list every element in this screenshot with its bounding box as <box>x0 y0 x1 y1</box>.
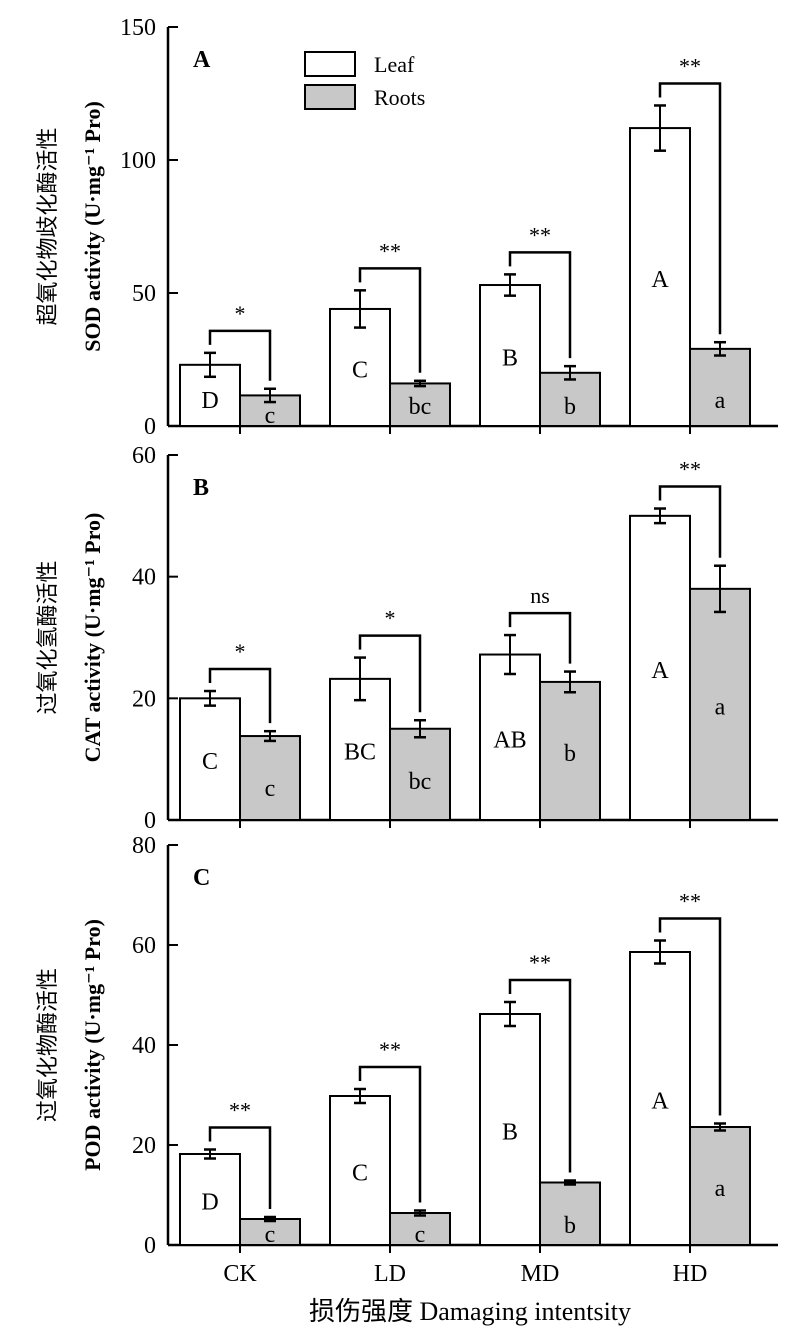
panel-a-y-tick-label: 0 <box>144 414 156 440</box>
panel-b-y-label-en: CAT activity (U·mg⁻¹ Pro) <box>80 513 105 763</box>
panel-a-y-tick-label: 150 <box>120 15 156 41</box>
panel-c-bar-letter-roots: c <box>265 1222 276 1248</box>
legend-swatch-leaf <box>304 51 356 77</box>
panel-c-y-tick-label: 40 <box>132 1033 156 1059</box>
panel-a-bar-letter-leaf: C <box>352 357 368 383</box>
panel-a-bar-letter-leaf: D <box>201 388 218 414</box>
panel-a-y-label-en: SOD activity (U·mg⁻¹ Pro) <box>80 101 105 352</box>
panel-b-significance-label: * <box>235 639 246 664</box>
panel-b-y-tick-label: 20 <box>132 686 156 712</box>
panel-b-bar-roots <box>239 735 301 821</box>
panel-c-bar-letter-leaf: A <box>651 1089 669 1115</box>
panel-a-significance-bracket <box>658 82 722 335</box>
panel-a-y-tick-label: 50 <box>132 281 156 307</box>
panel-c-y-label-cn: 过氧化物酶活性 <box>35 968 60 1122</box>
panel-b-bar-leaf <box>479 653 541 821</box>
legend-label-roots: Roots <box>374 85 425 110</box>
panel-c-significance-bracket <box>358 1065 422 1203</box>
x-axis-label: 损伤强度 Damaging intentsity <box>309 1297 631 1326</box>
panel-a-bar-letter-leaf: B <box>502 346 518 372</box>
panel-a-bar-letter-roots: bc <box>409 394 432 420</box>
panel-b-bar-letter-roots: c <box>265 776 276 802</box>
panel-b-significance-bracket <box>658 485 722 558</box>
panel-b-bar-letter-leaf: AB <box>493 727 526 753</box>
panel-b-significance-label: * <box>385 606 396 631</box>
panel-c-bar-letter-roots: b <box>564 1213 576 1239</box>
panel-c-significance-bracket <box>508 978 572 1173</box>
panel-b-y-tick-label: 40 <box>132 565 156 591</box>
panel-a-bar-roots <box>539 371 601 427</box>
panel-c-bar-roots <box>239 1218 301 1246</box>
panel-b-y-label-cn: 过氧化氢酶活性 <box>35 560 60 714</box>
panel-c-y-tick-label: 20 <box>132 1133 156 1159</box>
panel-a-bar-letter-roots: a <box>715 388 726 414</box>
panel-c-significance-label: ** <box>529 950 551 975</box>
x-tick-label: HD <box>673 1261 708 1287</box>
panel-c-significance-bracket <box>208 1126 272 1209</box>
panel-c-panel-letter: C <box>193 865 210 891</box>
panel-b-bar-letter-leaf: BC <box>344 739 376 765</box>
panel-c-bar-letter-leaf: D <box>201 1190 218 1216</box>
panel-b-significance-bracket <box>508 611 572 664</box>
panel-a-significance-label: ** <box>379 238 401 263</box>
panel-a-bar-leaf <box>629 127 691 428</box>
panel-b-bar-letter-roots: b <box>564 741 576 767</box>
panel-b-panel-letter: B <box>193 475 209 501</box>
panel-b-significance-label: ** <box>679 457 701 482</box>
panel-a-significance-bracket <box>208 329 272 381</box>
panel-c-bar-leaf <box>179 1153 241 1246</box>
panel-b-bar-letter-leaf: A <box>651 658 669 684</box>
panel-b-bar-letter-roots: bc <box>409 769 432 795</box>
panel-c-y-label-en: POD activity (U·mg⁻¹ Pro) <box>80 919 105 1171</box>
panel-a-bar-letter-roots: b <box>564 394 576 420</box>
legend-label-leaf: Leaf <box>374 52 415 77</box>
panel-c-bar-letter-roots: c <box>415 1222 426 1248</box>
panel-a-bar-letter-roots: c <box>265 403 276 429</box>
panel-b-y-tick-label: 60 <box>132 443 156 469</box>
legend-swatch-roots <box>304 84 356 110</box>
panel-c-bar-leaf <box>329 1095 391 1246</box>
panel-c-bar-leaf <box>479 1013 541 1246</box>
panel-a-significance-bracket <box>358 267 422 373</box>
panel-b-significance-bracket <box>358 634 422 713</box>
panel-a-bar-letter-leaf: A <box>651 267 669 293</box>
panel-b-bar-leaf <box>179 697 241 821</box>
x-tick-label: CK <box>223 1261 257 1287</box>
panel-b-bar-roots <box>539 680 601 821</box>
panel-a-significance-bracket <box>508 251 572 359</box>
panel-c-bar-letter-leaf: C <box>352 1161 368 1187</box>
panel-c-y-tick-label: 80 <box>132 833 156 859</box>
panel-a-panel-letter: A <box>193 47 211 73</box>
panel-c-bar-roots <box>689 1126 751 1246</box>
panel-c-bar-letter-roots: a <box>715 1176 726 1202</box>
panel-b-significance-bracket <box>208 667 272 724</box>
x-tick-label: MD <box>521 1261 560 1287</box>
panel-c-y-tick-label: 0 <box>144 1233 156 1259</box>
panel-a-significance-label: ** <box>529 222 551 247</box>
panel-b-bar-letter-leaf: C <box>202 749 218 775</box>
panel-a-y-label-cn: 超氧化物歧化酶活性 <box>35 127 60 325</box>
panel-a-significance-label: * <box>235 301 246 326</box>
panel-b-bar-leaf <box>629 514 691 821</box>
panel-b-y-tick-label: 0 <box>144 808 156 834</box>
panel-c-significance-bracket <box>658 917 722 1116</box>
panel-c-significance-label: ** <box>379 1037 401 1062</box>
panel-c-bar-leaf <box>629 951 691 1246</box>
panel-c-significance-label: ** <box>679 889 701 914</box>
panel-c-significance-label: ** <box>229 1098 251 1123</box>
panel-a-bar-roots <box>389 382 451 428</box>
panel-a-significance-label: ** <box>679 53 701 78</box>
panel-b-significance-label: ns <box>530 583 550 608</box>
panel-b-bar-letter-roots: a <box>715 694 726 720</box>
panel-c-bar-letter-leaf: B <box>502 1120 518 1146</box>
panel-a-y-tick-label: 100 <box>120 148 156 174</box>
x-tick-label: LD <box>374 1261 406 1287</box>
panel-c-y-tick-label: 60 <box>132 933 156 959</box>
